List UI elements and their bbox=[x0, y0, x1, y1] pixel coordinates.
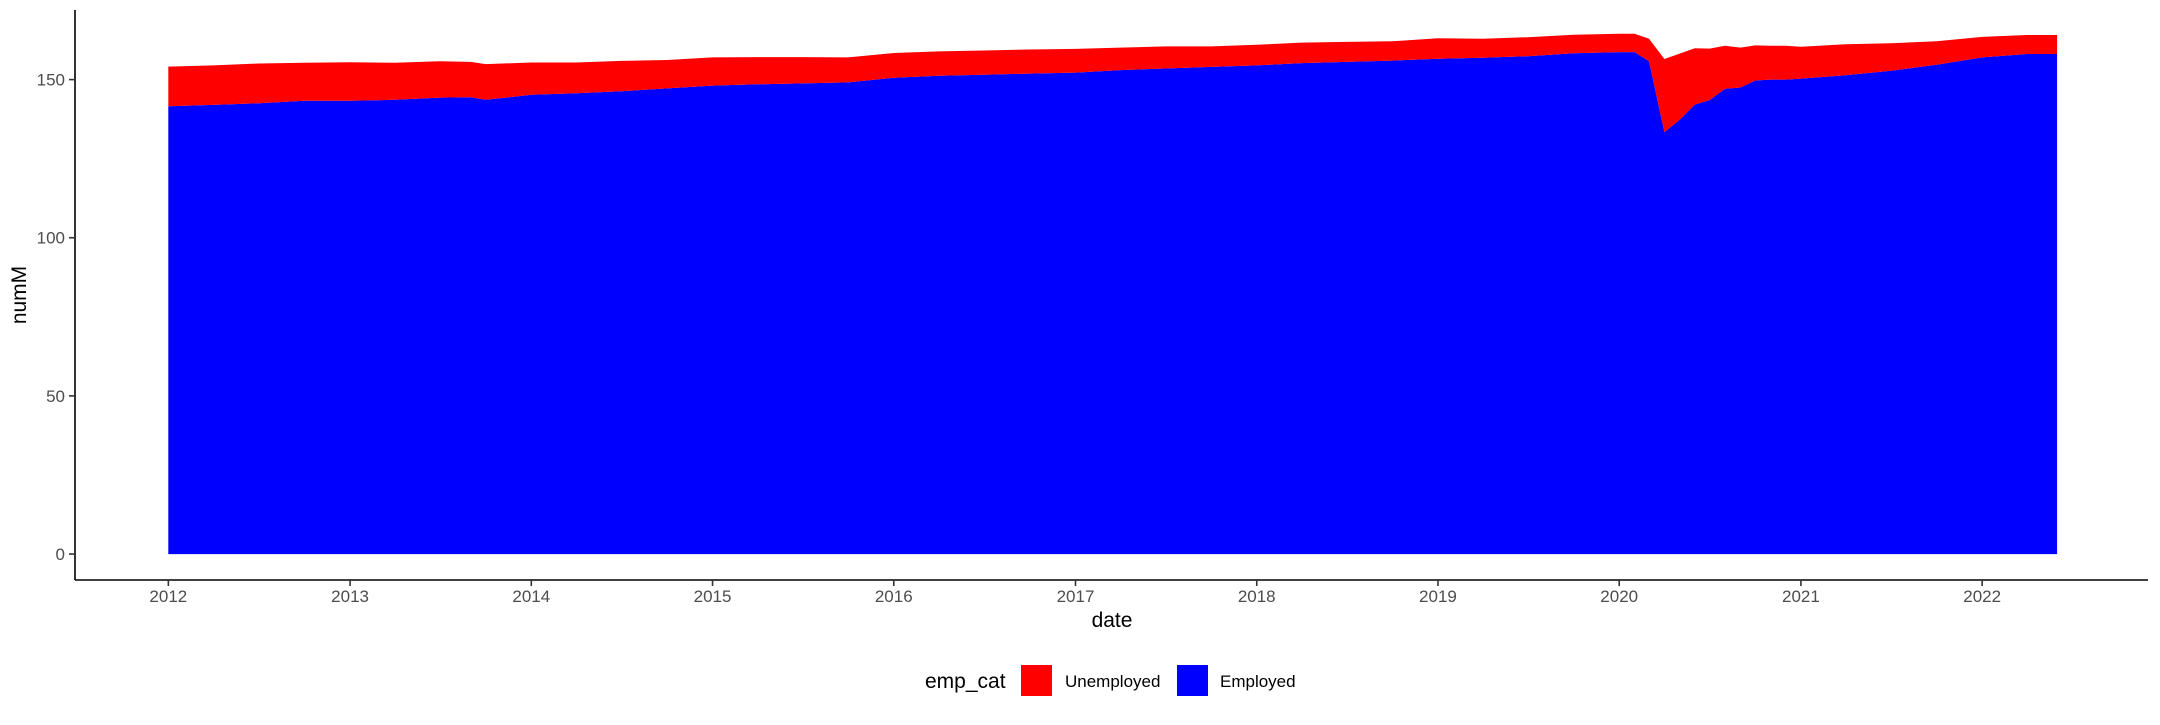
x-tick-label: 2014 bbox=[512, 587, 550, 606]
x-tick-label: 2015 bbox=[694, 587, 732, 606]
y-tick-label: 0 bbox=[56, 545, 65, 564]
legend-label-unemployed: Unemployed bbox=[1065, 672, 1160, 691]
y-tick-label: 150 bbox=[37, 71, 65, 90]
legend-swatch-employed bbox=[1177, 665, 1208, 696]
x-tick-label: 2019 bbox=[1419, 587, 1457, 606]
legend-swatch-unemployed bbox=[1021, 665, 1052, 696]
legend: emp_cat Unemployed Employed bbox=[925, 665, 1296, 696]
x-tick-label: 2016 bbox=[875, 587, 913, 606]
x-tick-label: 2017 bbox=[1057, 587, 1095, 606]
area-employed bbox=[168, 52, 2058, 555]
y-tick-label: 50 bbox=[46, 387, 65, 406]
legend-label-employed: Employed bbox=[1220, 672, 1296, 691]
y-tick-label: 100 bbox=[37, 229, 65, 248]
y-axis-title: numM bbox=[8, 266, 31, 324]
legend-title: emp_cat bbox=[925, 670, 1006, 693]
x-tick-label: 2022 bbox=[1963, 587, 2001, 606]
area-unemployed bbox=[168, 33, 2058, 133]
x-tick-label: 2020 bbox=[1600, 587, 1638, 606]
x-tick-label: 2013 bbox=[331, 587, 369, 606]
x-axis-title: date bbox=[1092, 609, 1133, 632]
x-tick-label: 2018 bbox=[1238, 587, 1276, 606]
x-tick-label: 2021 bbox=[1782, 587, 1820, 606]
x-tick-label: 2012 bbox=[149, 587, 187, 606]
